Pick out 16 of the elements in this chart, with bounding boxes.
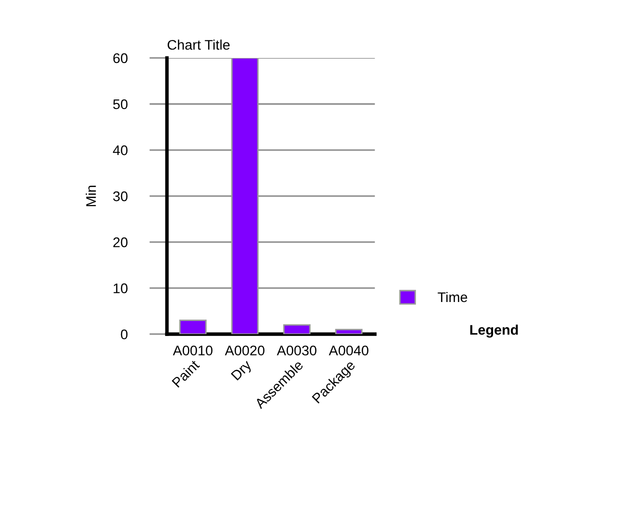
legend-label: Time — [438, 292, 468, 302]
chart-title: Chart Title — [168, 40, 230, 50]
x-tick-label: A0030 — [276, 346, 316, 356]
x-tick-label: A0040 — [328, 346, 368, 356]
y-tick-label: 10 — [114, 283, 128, 294]
text: Dry — [230, 359, 254, 383]
y-tick-label: 50 — [113, 99, 128, 110]
y-tick-label: 60 — [113, 53, 128, 64]
y-tick-label: 30 — [113, 191, 128, 202]
y-tick-label: 20 — [113, 237, 128, 248]
legend-title: Legend — [470, 324, 518, 338]
y-axis-title: Min — [86, 186, 96, 206]
x-tick-label: A0020 — [224, 346, 264, 356]
x-tick-label: A0010 — [172, 346, 212, 356]
y-tick-label: 40 — [112, 145, 128, 156]
y-tick-label: 0 — [120, 329, 128, 340]
